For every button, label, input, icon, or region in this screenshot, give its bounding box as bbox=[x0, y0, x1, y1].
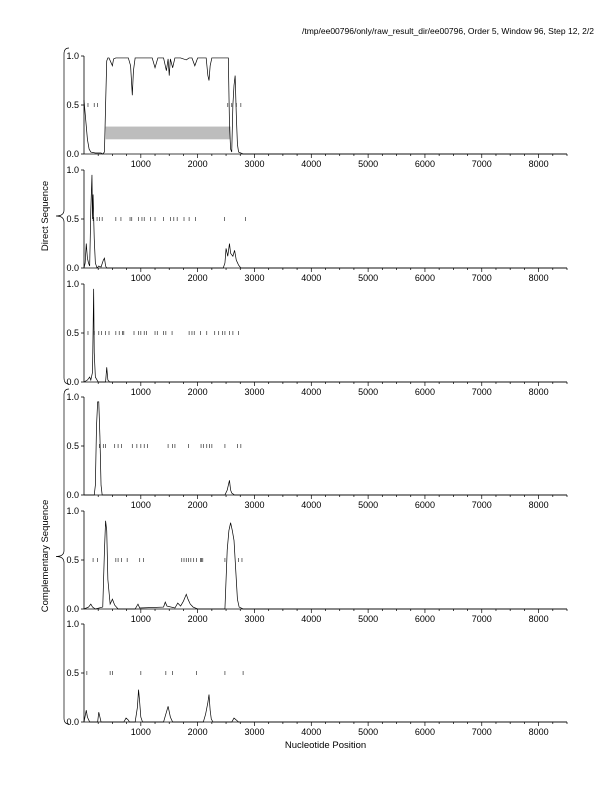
panel-1-xtick-label: 2000 bbox=[188, 159, 208, 169]
panel-1-xtick-label: 7000 bbox=[472, 159, 492, 169]
panel-6-xtick-label: 5000 bbox=[358, 727, 378, 737]
panel-5-xtick-label: 8000 bbox=[529, 614, 549, 624]
panel-2-xtick-label: 7000 bbox=[472, 273, 492, 283]
panel-2-ytick-label: 0.5 bbox=[66, 214, 79, 224]
panel-4-xtick-label: 3000 bbox=[244, 500, 264, 510]
panel-1-series-line bbox=[83, 57, 567, 155]
x-axis-title: Nucleotide Position bbox=[285, 740, 366, 751]
panel-5-xtick-label: 5000 bbox=[358, 614, 378, 624]
panel-4-xtick-label: 8000 bbox=[529, 500, 549, 510]
panel-1-xtick-label: 8000 bbox=[529, 159, 549, 169]
panel-4-xtick-label: 4000 bbox=[301, 500, 321, 510]
panel-5-ytick-label: 0.5 bbox=[66, 555, 79, 565]
panel-1-shaded-region bbox=[105, 126, 231, 140]
panel-1-xtick-label: 1000 bbox=[131, 159, 151, 169]
panel-3-ytick-label: 0.0 bbox=[66, 377, 79, 387]
panel-4-xtick-label: 1000 bbox=[131, 500, 151, 510]
panel-6-ytick-label: 0.0 bbox=[66, 717, 79, 727]
panel-5-ytick-label: 0.0 bbox=[66, 604, 79, 614]
panel-3-series-line bbox=[83, 288, 567, 383]
panel-6-ytick-label: 0.5 bbox=[66, 668, 79, 678]
panel-5-xtick-label: 1000 bbox=[131, 614, 151, 624]
panel-3-xtick-label: 5000 bbox=[358, 387, 378, 397]
panel-4-ytick-label: 0.0 bbox=[66, 490, 79, 500]
panel-1-xtick-label: 4000 bbox=[301, 159, 321, 169]
panel-4-xtick-label: 5000 bbox=[358, 500, 378, 510]
panel-2-xtick-label: 2000 bbox=[188, 273, 208, 283]
panel-1-xtick-label: 3000 bbox=[244, 159, 264, 169]
panel-5-xtick-label: 3000 bbox=[244, 614, 264, 624]
group-label-complementary: Complementary Sequence bbox=[40, 500, 51, 612]
panel-3-ytick-label: 0.5 bbox=[66, 328, 79, 338]
panel-1-xtick-label: 5000 bbox=[358, 159, 378, 169]
panel-2-ytick-label: 0.0 bbox=[66, 263, 79, 273]
panel-3-xtick-label: 2000 bbox=[188, 387, 208, 397]
panel-3-ytick-label: 1.0 bbox=[66, 279, 79, 289]
panel-3-xtick-label: 1000 bbox=[131, 387, 151, 397]
panel-5-ytick-label: 1.0 bbox=[66, 506, 79, 516]
panel-1-ytick-label: 0.0 bbox=[66, 149, 79, 159]
panel-6-xtick-label: 3000 bbox=[244, 727, 264, 737]
direct-group-brace bbox=[55, 47, 70, 385]
panel-1-ytick-label: 0.5 bbox=[66, 100, 79, 110]
figure-header: /tmp/ee00796/only/raw_result_dir/ee00796… bbox=[301, 26, 594, 36]
panel-4-xtick-label: 6000 bbox=[415, 500, 435, 510]
panel-3-xtick-label: 3000 bbox=[244, 387, 264, 397]
panel-5-xtick-label: 7000 bbox=[472, 614, 492, 624]
panel-3-xtick-label: 7000 bbox=[472, 387, 492, 397]
group-label-direct: Direct Sequence bbox=[40, 181, 51, 251]
panel-2-ytick-label: 1.0 bbox=[66, 165, 79, 175]
panel-3-xtick-label: 4000 bbox=[301, 387, 321, 397]
panel-6-xtick-label: 6000 bbox=[415, 727, 435, 737]
panel-4-series-line bbox=[84, 401, 567, 496]
panel-2-xtick-label: 5000 bbox=[358, 273, 378, 283]
panel-5-xtick-label: 2000 bbox=[188, 614, 208, 624]
panel-6-xtick-label: 2000 bbox=[188, 727, 208, 737]
panel-6-xtick-label: 1000 bbox=[131, 727, 151, 737]
panel-4-xtick-label: 7000 bbox=[472, 500, 492, 510]
panel-6-xtick-label: 4000 bbox=[301, 727, 321, 737]
panel-1-xtick-label: 6000 bbox=[415, 159, 435, 169]
panel-1-ytick-label: 1.0 bbox=[66, 51, 79, 61]
panel-5-series-line bbox=[83, 520, 567, 610]
panel-2-xtick-label: 1000 bbox=[131, 273, 151, 283]
panel-4-ytick-label: 0.5 bbox=[66, 441, 79, 451]
panel-2-xtick-label: 8000 bbox=[529, 273, 549, 283]
panel-6-ytick-label: 1.0 bbox=[66, 619, 79, 629]
panel-2-xtick-label: 3000 bbox=[244, 273, 264, 283]
panel-6-series-line bbox=[83, 689, 567, 723]
panel-4-ytick-label: 1.0 bbox=[66, 392, 79, 402]
panel-2-xtick-label: 6000 bbox=[415, 273, 435, 283]
panel-6-xtick-label: 8000 bbox=[529, 727, 549, 737]
panel-2-series-line bbox=[83, 174, 567, 269]
panel-5-xtick-label: 6000 bbox=[415, 614, 435, 624]
panel-5-xtick-label: 4000 bbox=[301, 614, 321, 624]
panel-3-xtick-label: 8000 bbox=[529, 387, 549, 397]
panel-3-xtick-label: 6000 bbox=[415, 387, 435, 397]
panel-2-xtick-label: 4000 bbox=[301, 273, 321, 283]
panel-4-xtick-label: 2000 bbox=[188, 500, 208, 510]
complementary-group-brace bbox=[55, 388, 70, 725]
panel-6-xtick-label: 7000 bbox=[472, 727, 492, 737]
